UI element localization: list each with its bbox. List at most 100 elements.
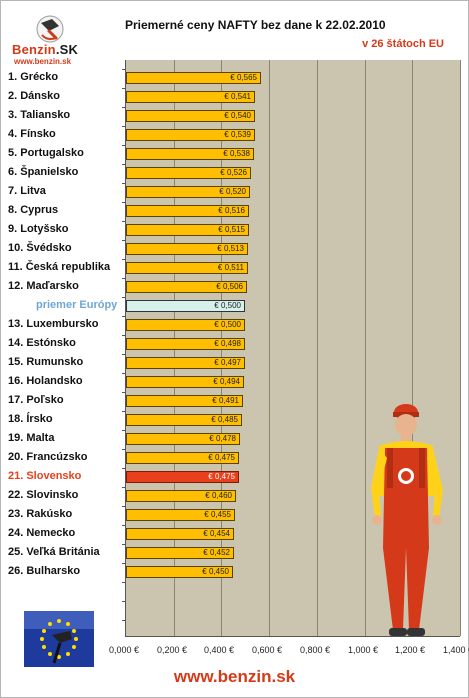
category-label: 11. Česká republika <box>8 261 111 273</box>
y-tick-mark <box>122 468 126 469</box>
y-tick-mark <box>122 107 126 108</box>
x-tick-label: 0,600 € <box>252 645 283 655</box>
category-label: 21. Slovensko <box>8 470 82 482</box>
bar: € 0,452 <box>126 547 234 559</box>
category-label: 16. Holandsko <box>8 375 83 387</box>
x-gridline <box>317 60 318 636</box>
category-label: 3. Taliansko <box>8 109 71 121</box>
bar: € 0,541 <box>126 91 255 103</box>
category-label: 5. Portugalsko <box>8 147 84 159</box>
y-tick-mark <box>122 411 126 412</box>
x-tick-label: 0,800 € <box>300 645 331 655</box>
y-tick-mark <box>122 506 126 507</box>
y-tick-mark <box>122 69 126 70</box>
category-label: 18. Írsko <box>8 413 53 425</box>
bar: € 0,478 <box>126 433 240 445</box>
category-label: 22. Slovinsko <box>8 489 79 501</box>
category-label: 20. Francúzsko <box>8 451 88 463</box>
benzin-logo[interactable]: Benzin.SK www.benzin.sk <box>12 14 90 72</box>
x-gridline <box>412 60 413 636</box>
bar: € 0,539 <box>126 129 255 141</box>
x-tick-label: 0,200 € <box>157 645 188 655</box>
gas-station-worker-illustration <box>371 404 443 636</box>
category-label: 15. Rumunsko <box>8 356 84 368</box>
category-label: 1. Grécko <box>8 71 59 83</box>
y-tick-mark <box>122 582 126 583</box>
bar: € 0,460 <box>126 490 236 502</box>
y-tick-mark <box>122 240 126 241</box>
y-tick-mark <box>122 525 126 526</box>
bar: € 0,498 <box>126 338 245 350</box>
x-gridline <box>460 60 461 636</box>
bar: € 0,540 <box>126 110 255 122</box>
y-tick-mark <box>122 430 126 431</box>
x-tick-label: 1,200 € <box>395 645 426 655</box>
chart-title: Priemerné ceny NAFTY bez dane k 22.02.20… <box>125 18 386 32</box>
category-label: 10. Švédsko <box>8 242 72 254</box>
category-label: 23. Rakúsko <box>8 508 73 520</box>
logo-url[interactable]: www.benzin.sk <box>14 57 72 66</box>
logo-brand: Benzin.SK <box>12 42 78 57</box>
bar: € 0,520 <box>126 186 250 198</box>
category-label: 13. Luxembursko <box>8 318 99 330</box>
y-tick-mark <box>122 183 126 184</box>
category-label: 8. Cyprus <box>8 204 59 216</box>
category-label: 4. Fínsko <box>8 128 56 140</box>
logo-brand-part2: .SK <box>55 42 79 57</box>
highlighted-bar: € 0,475 <box>126 471 239 483</box>
y-tick-mark <box>122 487 126 488</box>
y-tick-mark <box>122 354 126 355</box>
category-label: 6. Španielsko <box>8 166 79 178</box>
category-label: 9. Lotyšsko <box>8 223 69 235</box>
x-tick-label: 0,400 € <box>204 645 235 655</box>
x-tick-label: 1,400 € <box>443 645 469 655</box>
category-label: 14. Estónsko <box>8 337 76 349</box>
bar: € 0,526 <box>126 167 251 179</box>
bar: € 0,500 <box>126 319 245 331</box>
bar: € 0,485 <box>126 414 242 426</box>
eu-flag-fuel-nozzle-image <box>24 611 94 667</box>
bar: € 0,454 <box>126 528 234 540</box>
x-tick-label: 0,000 € <box>109 645 140 655</box>
y-tick-mark <box>122 278 126 279</box>
x-gridline <box>269 60 270 636</box>
bar: € 0,497 <box>126 357 245 369</box>
category-label: 2. Dánsko <box>8 90 60 102</box>
bar: € 0,538 <box>126 148 254 160</box>
bar: € 0,513 <box>126 243 248 255</box>
bar: € 0,515 <box>126 224 249 236</box>
y-tick-mark <box>122 88 126 89</box>
average-bar: € 0,500 <box>126 300 245 312</box>
bar: € 0,455 <box>126 509 235 521</box>
x-tick-label: 1,000 € <box>348 645 379 655</box>
y-tick-mark <box>122 126 126 127</box>
category-label: 25. Veľká Británia <box>8 546 100 558</box>
average-label: priemer Európy <box>36 299 118 311</box>
bar: € 0,450 <box>126 566 233 578</box>
y-tick-mark <box>122 335 126 336</box>
bar: € 0,475 <box>126 452 239 464</box>
y-tick-mark <box>122 202 126 203</box>
bar: € 0,516 <box>126 205 249 217</box>
y-tick-mark <box>122 601 126 602</box>
y-tick-mark <box>122 221 126 222</box>
y-tick-mark <box>122 563 126 564</box>
x-gridline <box>365 60 366 636</box>
y-tick-mark <box>122 164 126 165</box>
category-label: 17. Poľsko <box>8 394 64 406</box>
y-tick-mark <box>122 373 126 374</box>
bar: € 0,506 <box>126 281 247 293</box>
bar: € 0,565 <box>126 72 261 84</box>
category-label: 26. Bulharsko <box>8 565 81 577</box>
y-tick-mark <box>122 145 126 146</box>
footer-url[interactable]: www.benzin.sk <box>173 667 296 686</box>
bar: € 0,491 <box>126 395 243 407</box>
y-tick-mark <box>122 392 126 393</box>
category-label: 24. Nemecko <box>8 527 76 539</box>
bar: € 0,511 <box>126 262 248 274</box>
y-tick-mark <box>122 544 126 545</box>
bar: € 0,494 <box>126 376 244 388</box>
y-tick-mark <box>122 449 126 450</box>
y-tick-mark <box>122 297 126 298</box>
category-label: 12. Maďarsko <box>8 280 79 292</box>
